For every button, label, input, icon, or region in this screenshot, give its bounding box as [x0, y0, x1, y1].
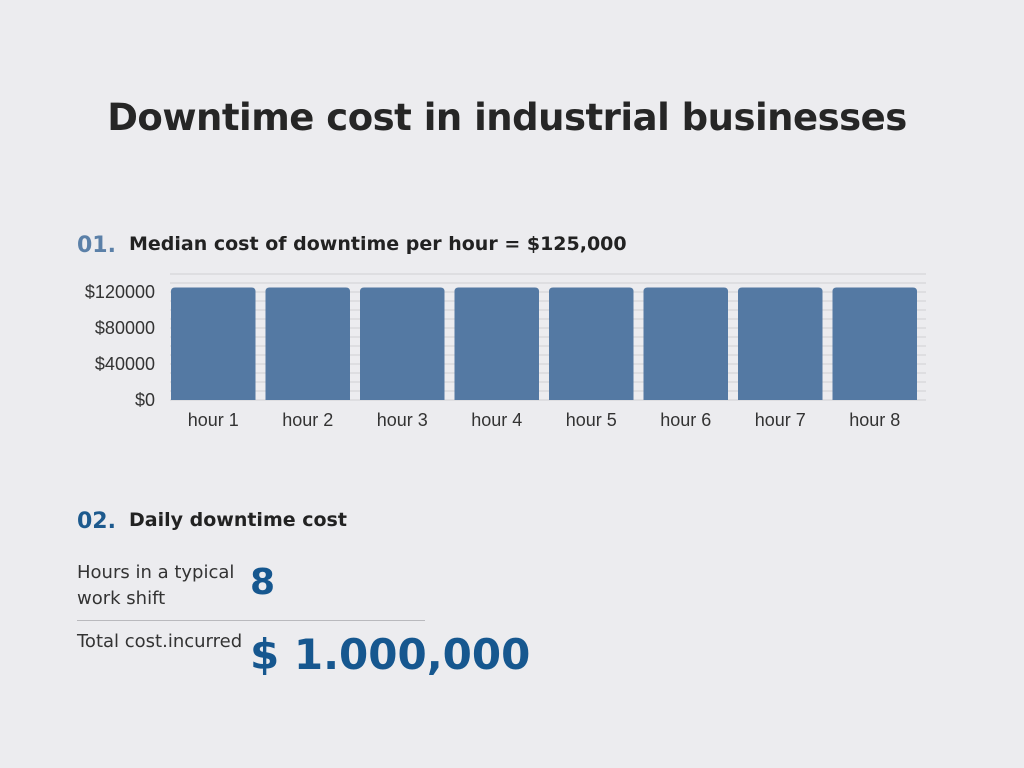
y-tick-label: $120000 — [85, 282, 155, 302]
bar-3 — [360, 287, 445, 400]
bar-8 — [832, 287, 917, 400]
x-tick-label: hour 3 — [377, 410, 428, 430]
hours-value: 8 — [250, 562, 276, 603]
bar-7 — [738, 287, 823, 400]
x-tick-label: hour 5 — [566, 410, 617, 430]
bar-2 — [265, 287, 350, 400]
x-tick-label: hour 8 — [849, 410, 900, 430]
page-title: Downtime cost in industrial businesses — [107, 96, 907, 139]
bar-5 — [549, 287, 634, 400]
hours-label: Hours in a typical work shift — [77, 562, 235, 609]
y-tick-label: $40000 — [95, 354, 155, 374]
y-tick-label: $0 — [135, 390, 155, 410]
section-2-number: 02. — [77, 509, 116, 534]
section-1-title: Median cost of downtime per hour = $125,… — [129, 233, 627, 255]
section-2-title: Daily downtime cost — [129, 509, 347, 531]
x-tick-label: hour 1 — [188, 410, 239, 430]
bar-4 — [454, 287, 539, 400]
y-tick-label: $80000 — [95, 318, 155, 338]
total-cost-value: $ 1.000,000 — [250, 630, 531, 679]
section-1-number: 01. — [77, 233, 116, 258]
x-tick-label: hour 2 — [282, 410, 333, 430]
divider — [77, 620, 425, 621]
x-tick-label: hour 7 — [755, 410, 806, 430]
x-tick-label: hour 4 — [471, 410, 522, 430]
total-cost-label: Total cost.incurred — [77, 631, 243, 652]
x-tick-label: hour 6 — [660, 410, 711, 430]
bar-1 — [171, 287, 256, 400]
bar-6 — [643, 287, 728, 400]
